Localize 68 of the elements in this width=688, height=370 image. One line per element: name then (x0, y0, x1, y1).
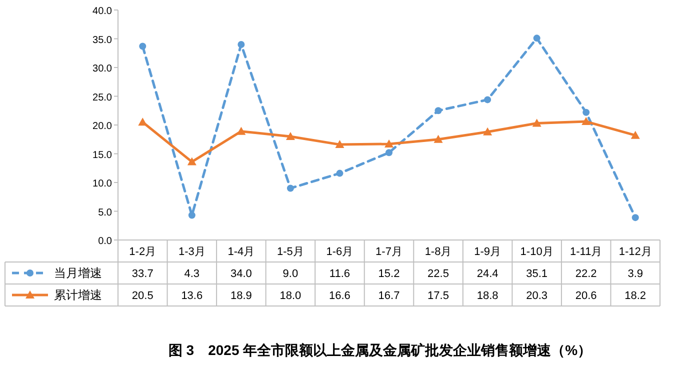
data-label: 34.0 (230, 268, 252, 280)
x-tick-label: 1-8月 (424, 246, 452, 258)
point (187, 157, 196, 166)
point (532, 118, 542, 127)
x-tick-label: 1-6月 (326, 246, 354, 258)
data-label: 33.7 (132, 268, 154, 280)
point (238, 41, 245, 48)
legend-item: 累计增速 (12, 288, 102, 302)
point (484, 96, 492, 104)
point (236, 126, 246, 135)
x-tick-label: 1-5月 (277, 246, 304, 258)
y-tick-label: 35.0 (92, 34, 112, 46)
data-label: 22.5 (428, 268, 449, 280)
data-label: 13.6 (181, 290, 203, 302)
text: 图 3 2025 年全市限额以上金属及金属矿批发企业销售额增速（%） (168, 342, 592, 358)
point (434, 134, 443, 143)
point (384, 139, 394, 148)
x-tick-label: 1-10月 (520, 246, 554, 258)
y-tick-label: 10.0 (92, 178, 112, 190)
data-label: 20.3 (526, 290, 548, 302)
point (533, 34, 540, 42)
y-tick-label: 20.0 (92, 121, 112, 132)
data-label: 35.1 (526, 268, 548, 280)
data-label: 18.2 (624, 290, 646, 302)
point (632, 214, 639, 222)
point (139, 42, 146, 50)
data-label: 24.4 (476, 268, 498, 280)
point (582, 117, 591, 126)
y-tick-label: 30.0 (92, 64, 112, 74)
x-tick-label: 1-11月 (570, 246, 602, 258)
x-tick-label: 1-3月 (178, 246, 206, 258)
x-tick-label: 1-9月 (474, 246, 501, 258)
point (582, 108, 590, 116)
x-tick-label: 1-4月 (228, 246, 255, 258)
point (336, 170, 344, 177)
data-label: 18.8 (476, 290, 498, 302)
legend-label: 累计增速 (54, 288, 102, 302)
data-label: 20.5 (132, 290, 154, 302)
point (434, 107, 442, 114)
data-label: 18.9 (230, 290, 252, 302)
y-tick-label: 0.0 (98, 236, 112, 247)
data-label: 16.6 (329, 290, 350, 302)
point (483, 127, 492, 136)
point (286, 132, 295, 140)
legend-label: 当月增速 (54, 266, 102, 280)
point (630, 130, 640, 139)
data-label: 11.6 (329, 268, 350, 280)
x-tick-label: 1-7月 (376, 246, 402, 258)
point (286, 184, 294, 192)
data-label: 22.2 (575, 268, 597, 280)
y-tick-label: 25.0 (92, 92, 112, 104)
data-label: 15.2 (378, 268, 400, 280)
point (386, 149, 392, 156)
data-label: 17.5 (428, 290, 449, 302)
data-label: 18.0 (280, 290, 302, 302)
data-label: 9.0 (282, 268, 298, 280)
point (335, 140, 344, 148)
point (188, 212, 196, 219)
x-tick-label: 1-12月 (618, 246, 652, 258)
y-tick-label: 15.0 (92, 150, 112, 161)
y-tick-label: 5.0 (98, 207, 112, 218)
y-tick-label: 40.0 (92, 6, 112, 17)
data-label: 4.3 (184, 268, 200, 280)
data-label: 16.7 (378, 290, 400, 302)
data-label: 20.6 (575, 290, 597, 302)
x-tick-label: 1-2月 (129, 246, 156, 258)
legend-item: 当月增速 (12, 266, 102, 280)
data-label: 3.9 (628, 268, 644, 280)
